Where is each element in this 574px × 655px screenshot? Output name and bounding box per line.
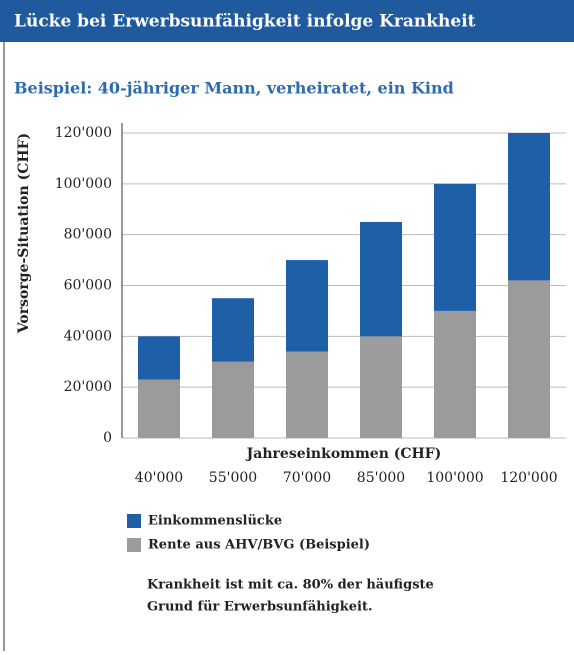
legend-swatch (127, 514, 141, 528)
bar-segment (138, 336, 180, 380)
header-bar (0, 0, 574, 42)
bar-segment (138, 379, 180, 438)
bar-segment (212, 361, 254, 438)
bar-segment (360, 221, 402, 337)
bar-segment (286, 260, 328, 352)
y-tick-label: 80'000 (64, 227, 112, 243)
x-tick-label: 85'000 (357, 470, 405, 486)
chart-title: Lücke bei Erwerbsunfähigkeit infolge Kra… (14, 12, 476, 32)
x-tick-label: 70'000 (283, 470, 331, 486)
bar-segment (286, 351, 328, 438)
x-axis-title: Jahreseinkommen (CHF) (245, 446, 442, 462)
x-tick-label: 40'000 (135, 470, 183, 486)
bar-segment (508, 133, 550, 281)
legend-label: Einkommenslücke (148, 514, 282, 529)
y-tick-label: 60'000 (64, 278, 112, 294)
legend-swatch (127, 538, 141, 552)
x-tick-label: 55'000 (209, 470, 257, 486)
y-tick-label: 0 (103, 430, 112, 446)
chart-subtitle: Beispiel: 40-jähriger Mann, verheiratet,… (14, 79, 454, 98)
bar-segment (508, 280, 550, 438)
y-tick-label: 40'000 (64, 328, 112, 344)
bar-segment (434, 310, 476, 438)
legend-label: Rente aus AHV/BVG (Beispiel) (148, 538, 370, 553)
y-tick-label: 20'000 (64, 379, 112, 395)
bar-segment (212, 298, 254, 362)
bar-segment (360, 336, 402, 438)
y-axis-title: Vorsorge-Situation (CHF) (16, 133, 32, 334)
y-tick-label: 100'000 (55, 176, 112, 192)
note: Krankheit ist mit ca. 80% der häufigste (147, 578, 434, 593)
y-tick-label: 120'000 (55, 125, 112, 141)
note: Grund für Erwerbsunfähigkeit. (147, 600, 373, 615)
bar-segment (434, 183, 476, 311)
x-tick-label: 120'000 (500, 470, 557, 486)
x-tick-label: 100'000 (426, 470, 483, 486)
